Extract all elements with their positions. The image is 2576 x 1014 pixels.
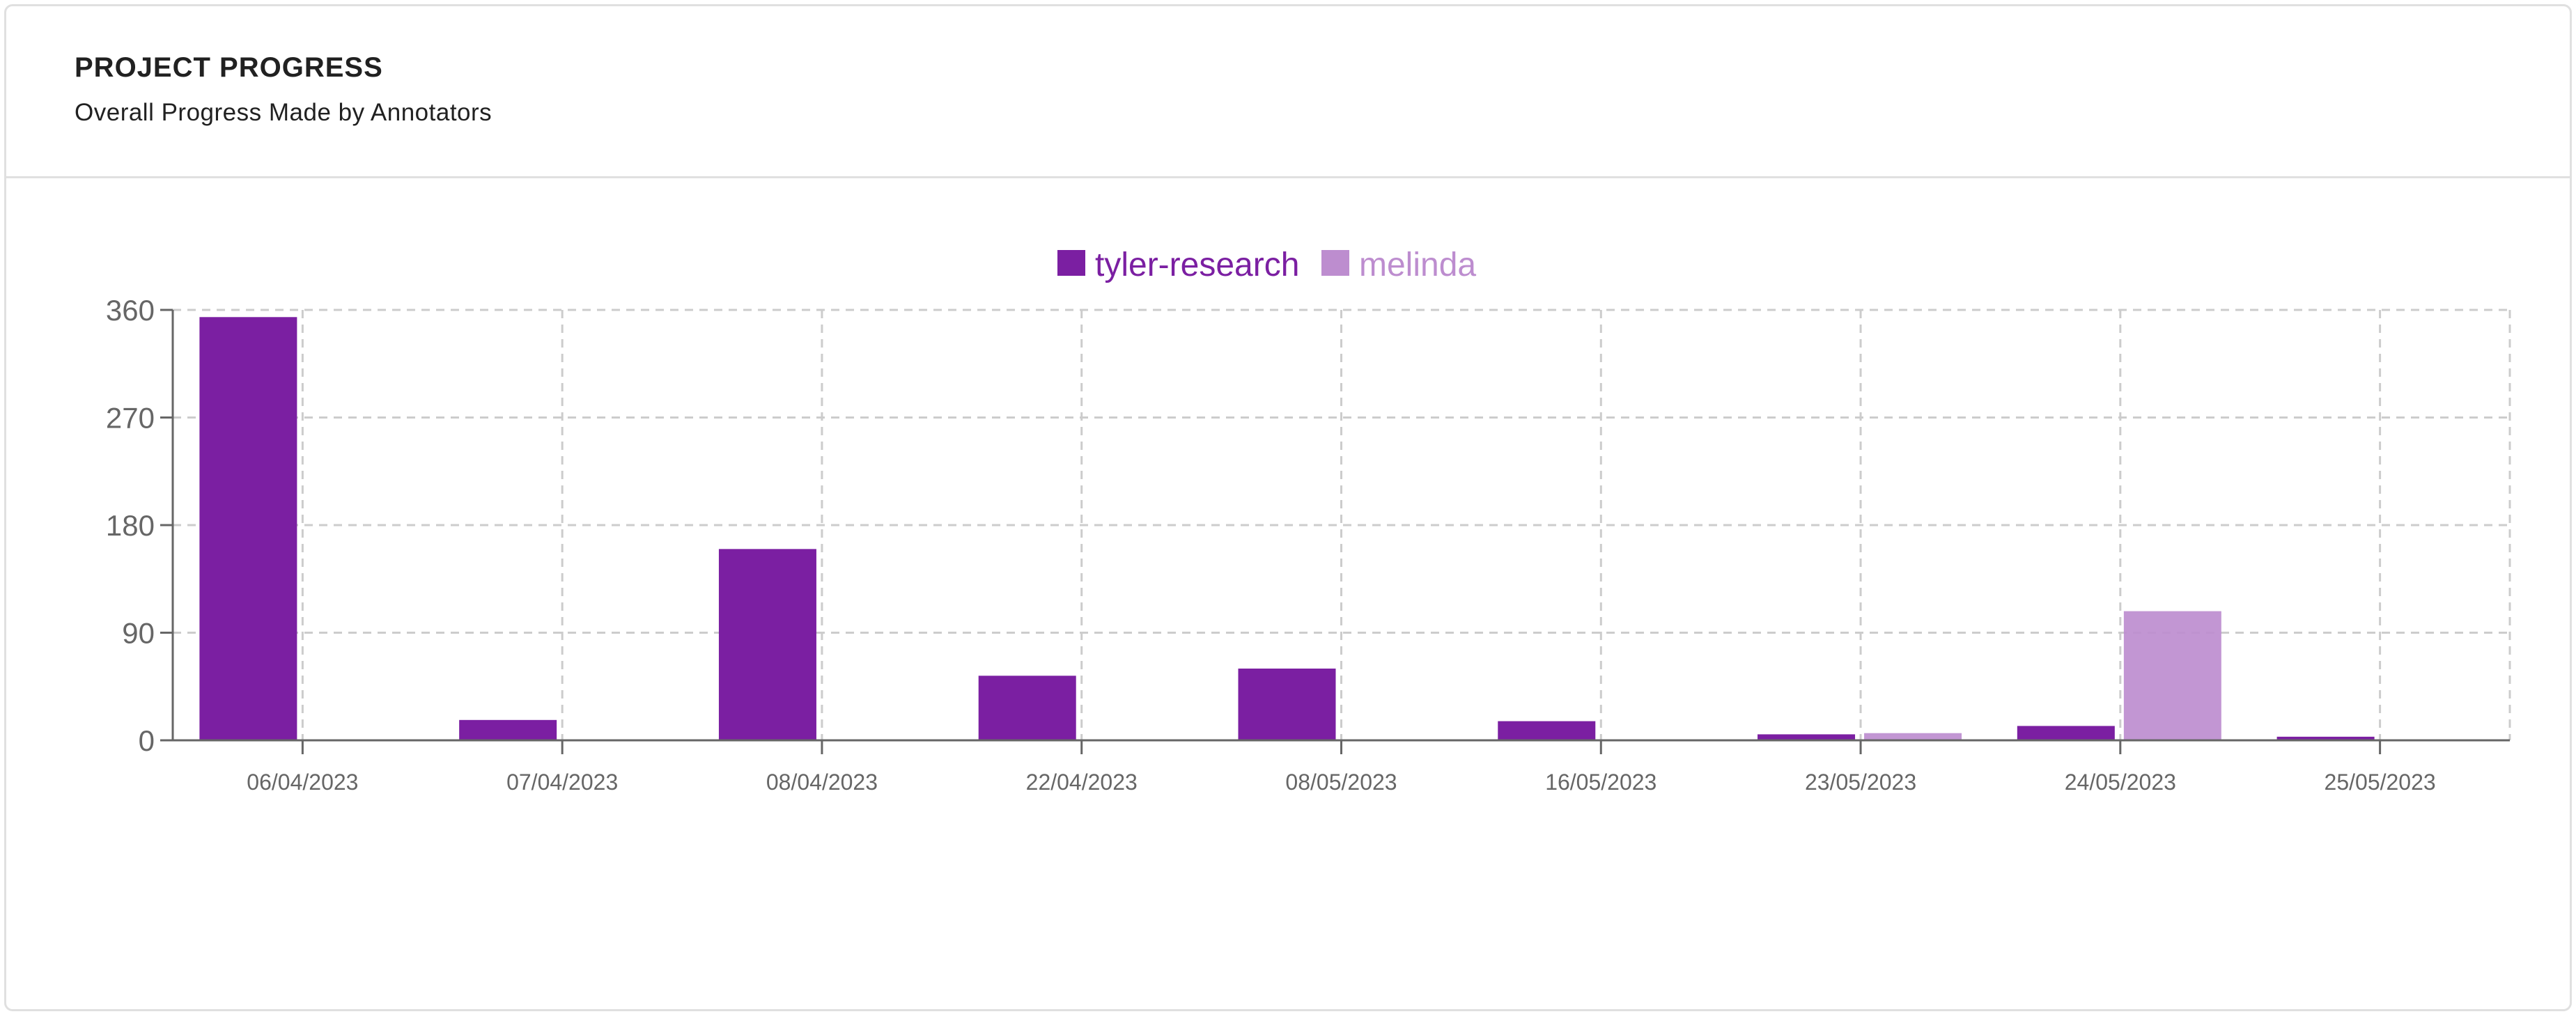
legend-label-tyler-research[interactable]: tyler-research [1095,247,1299,283]
bar-tyler-research-3[interactable] [978,676,1076,740]
bar-tyler-research-4[interactable] [1238,669,1336,740]
card-subtitle: Overall Progress Made by Annotators [75,99,492,126]
bar-tyler-research-0[interactable] [199,317,297,740]
chart-bars [199,317,2375,740]
x-tick-label: 16/05/2023 [1545,770,1656,795]
x-tick-label: 25/05/2023 [2325,770,2436,795]
bar-melinda-6[interactable] [1864,733,1962,740]
x-tick-label: 06/04/2023 [247,770,358,795]
card-title: PROJECT PROGRESS [75,52,383,83]
bar-melinda-7[interactable] [2123,611,2221,740]
x-tick-label: 22/04/2023 [1026,770,1138,795]
x-tick-label: 08/05/2023 [1285,770,1397,795]
bar-tyler-research-2[interactable] [718,549,816,740]
bar-tyler-research-6[interactable] [1758,734,1856,740]
legend-swatch-tyler-research[interactable] [1057,250,1085,276]
y-tick-label: 270 [106,402,155,435]
project-progress-card: PROJECT PROGRESS Overall Progress Made b… [4,4,2572,1011]
bar-tyler-research-8[interactable] [2276,736,2375,740]
y-tick-label: 90 [122,617,155,650]
bar-tyler-research-5[interactable] [1498,721,1596,740]
legend-label-melinda[interactable]: melinda [1359,247,1476,283]
x-tick-label: 24/05/2023 [2065,770,2176,795]
bar-tyler-research-1[interactable] [459,719,557,740]
y-tick-label: 180 [106,509,155,542]
chart-legend: tyler-research melinda [1057,247,1476,283]
y-tick-label: 360 [106,294,155,327]
legend-swatch-melinda[interactable] [1321,250,1349,276]
card-header: PROJECT PROGRESS Overall Progress Made b… [6,6,2570,178]
chart-axes: 0 90 180 270 360 06/04/2023 07/04/2023 08/04/20… [106,294,2510,795]
chart-grid [173,309,2511,740]
x-tick-label: 23/05/2023 [1805,770,1916,795]
x-tick-label: 08/04/2023 [766,770,878,795]
y-tick-label: 0 [139,724,155,757]
bar-tyler-research-7[interactable] [2017,726,2115,740]
x-tick-label: 07/04/2023 [506,770,618,795]
